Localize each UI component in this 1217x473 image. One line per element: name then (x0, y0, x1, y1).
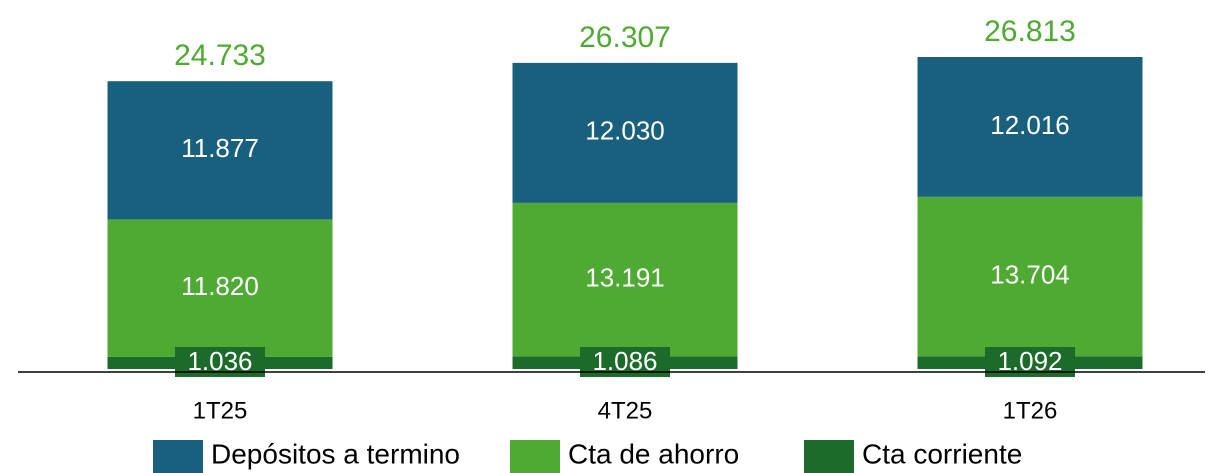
data-label: 13.704 (990, 259, 1070, 289)
data-label: 1.086 (592, 346, 657, 376)
data-label: 1.036 (187, 346, 252, 376)
legend-swatch (153, 440, 203, 473)
bar-segment (512, 62, 738, 203)
bar-segment (512, 202, 738, 357)
data-label: 11.877 (181, 133, 259, 163)
data-label: 11.820 (181, 271, 259, 301)
x-tick-label: 1T25 (193, 397, 248, 424)
bar-segment (917, 196, 1143, 357)
bar-segment (107, 219, 333, 357)
x-tick-label: 1T26 (1003, 397, 1058, 424)
legend-label: Cta de ahorro (568, 438, 739, 469)
legend-swatch (510, 440, 560, 473)
bar-segment (917, 57, 1143, 197)
data-label: 1.092 (997, 346, 1062, 376)
legend-swatch (804, 440, 854, 473)
data-label: 12.016 (990, 110, 1070, 140)
data-label: 12.030 (585, 116, 665, 146)
x-tick-label: 4T25 (598, 397, 653, 424)
bar-segment (107, 81, 333, 220)
legend-label: Depósitos a termino (211, 438, 460, 469)
total-label: 26.307 (579, 21, 671, 54)
total-label: 24.733 (174, 39, 266, 72)
total-label: 26.813 (984, 15, 1076, 48)
data-label: 13.191 (585, 262, 665, 292)
legend-label: Cta corriente (862, 438, 1022, 469)
